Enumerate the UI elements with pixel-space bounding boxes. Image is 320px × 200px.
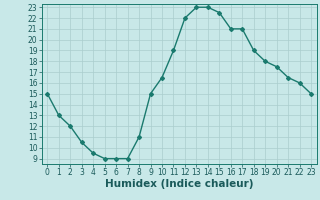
X-axis label: Humidex (Indice chaleur): Humidex (Indice chaleur)	[105, 179, 253, 189]
